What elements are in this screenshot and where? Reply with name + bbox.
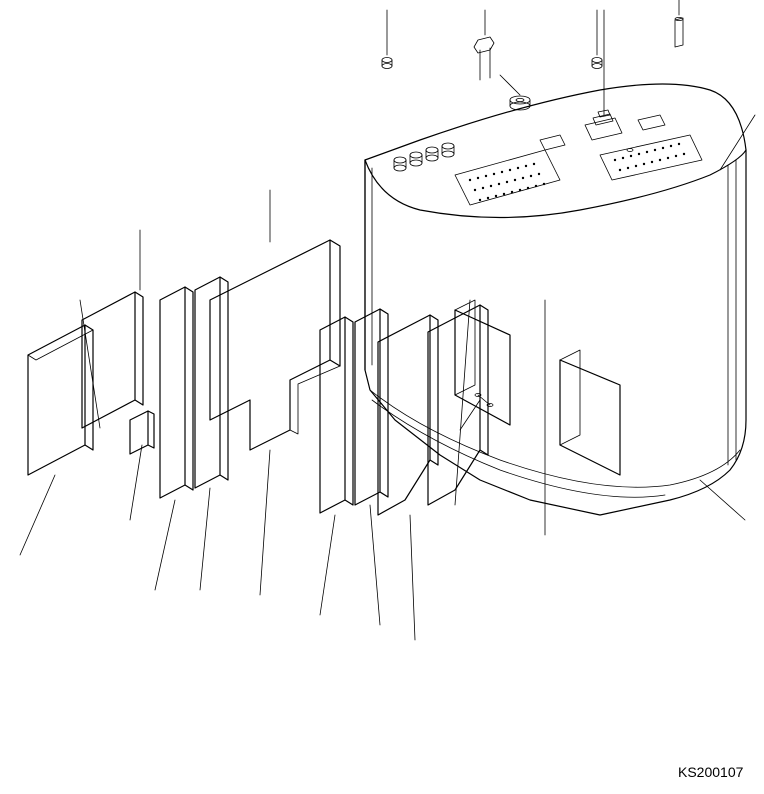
technical-drawing [0,0,764,794]
diagram-container: KS200107 [0,0,764,794]
drawing-id-label: KS200107 [678,764,743,780]
